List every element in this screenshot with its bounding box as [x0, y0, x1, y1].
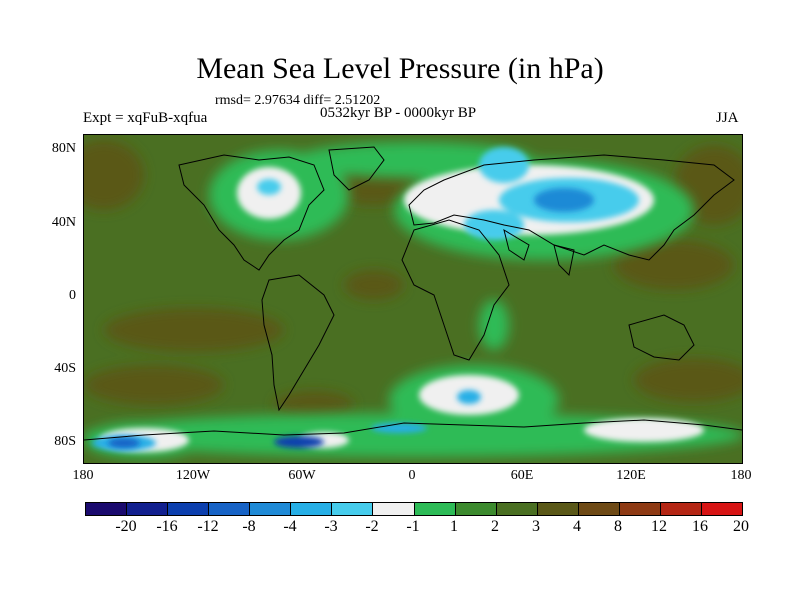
colorbar-label: -12	[197, 518, 219, 535]
colorbar-segment	[537, 503, 579, 515]
colorbar-segment	[496, 503, 538, 515]
coastlines	[84, 146, 742, 441]
colorbar-label: 16	[692, 518, 708, 535]
pressure-field-map	[84, 135, 742, 463]
lon-label-180e: 180	[730, 468, 752, 483]
lat-label-80n: 80N	[51, 141, 76, 156]
map-panel	[83, 134, 743, 464]
colorbar-label: 12	[651, 518, 667, 535]
colorbar-label: 4	[573, 518, 581, 535]
colorbar-segment	[373, 503, 415, 515]
lat-label-80s: 80S	[54, 434, 76, 449]
colorbar-label: 1	[450, 518, 458, 535]
stats-text: rmsd= 2.97634 diff= 2.51202	[215, 93, 381, 108]
colorbar-segment	[619, 503, 661, 515]
colorbar-segment	[168, 503, 210, 515]
colorbar-label: -20	[115, 518, 137, 535]
chart-title: Mean Sea Level Pressure (in hPa)	[196, 52, 604, 85]
lon-label-0: 0	[408, 468, 416, 483]
colorbar-label: 20	[733, 518, 749, 535]
colorbar-segment	[332, 503, 374, 515]
colorbar-segment	[701, 503, 742, 515]
colorbar-segment	[660, 503, 702, 515]
colorbar-label: -3	[324, 518, 338, 535]
colorbar-label: -1	[406, 518, 420, 535]
strong-negative-regions	[108, 188, 594, 448]
colorbar-label: -4	[283, 518, 297, 535]
colorbar-label: -16	[156, 518, 178, 535]
lat-label-40n: 40N	[51, 215, 76, 230]
colorbar-segment	[578, 503, 620, 515]
period-label: 0532kyr BP - 0000kyr BP	[320, 105, 477, 121]
lat-label-0: 0	[69, 288, 76, 303]
colorbar-label: -8	[242, 518, 256, 535]
colorbar-label: -2	[365, 518, 379, 535]
colorbar	[85, 502, 743, 516]
season-label: JJA	[716, 110, 739, 126]
colorbar-segment	[455, 503, 497, 515]
colorbar-segment	[414, 503, 456, 515]
colorbar-segment	[86, 503, 128, 515]
lon-label-120e: 120E	[616, 468, 646, 483]
lon-label-120w: 120W	[175, 468, 211, 483]
lon-label-60w: 60W	[288, 468, 316, 483]
lat-label-40s: 40S	[54, 361, 76, 376]
colorbar-segment	[127, 503, 169, 515]
lon-label-180w: 180	[72, 468, 94, 483]
colorbar-segment	[209, 503, 251, 515]
colorbar-segment	[291, 503, 333, 515]
colorbar-label: 2	[491, 518, 499, 535]
colorbar-label: 8	[614, 518, 622, 535]
experiment-label: Expt = xqFuB-xqfua	[83, 110, 208, 126]
colorbar-segment	[250, 503, 292, 515]
colorbar-label: 3	[532, 518, 540, 535]
lon-label-60e: 60E	[510, 468, 534, 483]
